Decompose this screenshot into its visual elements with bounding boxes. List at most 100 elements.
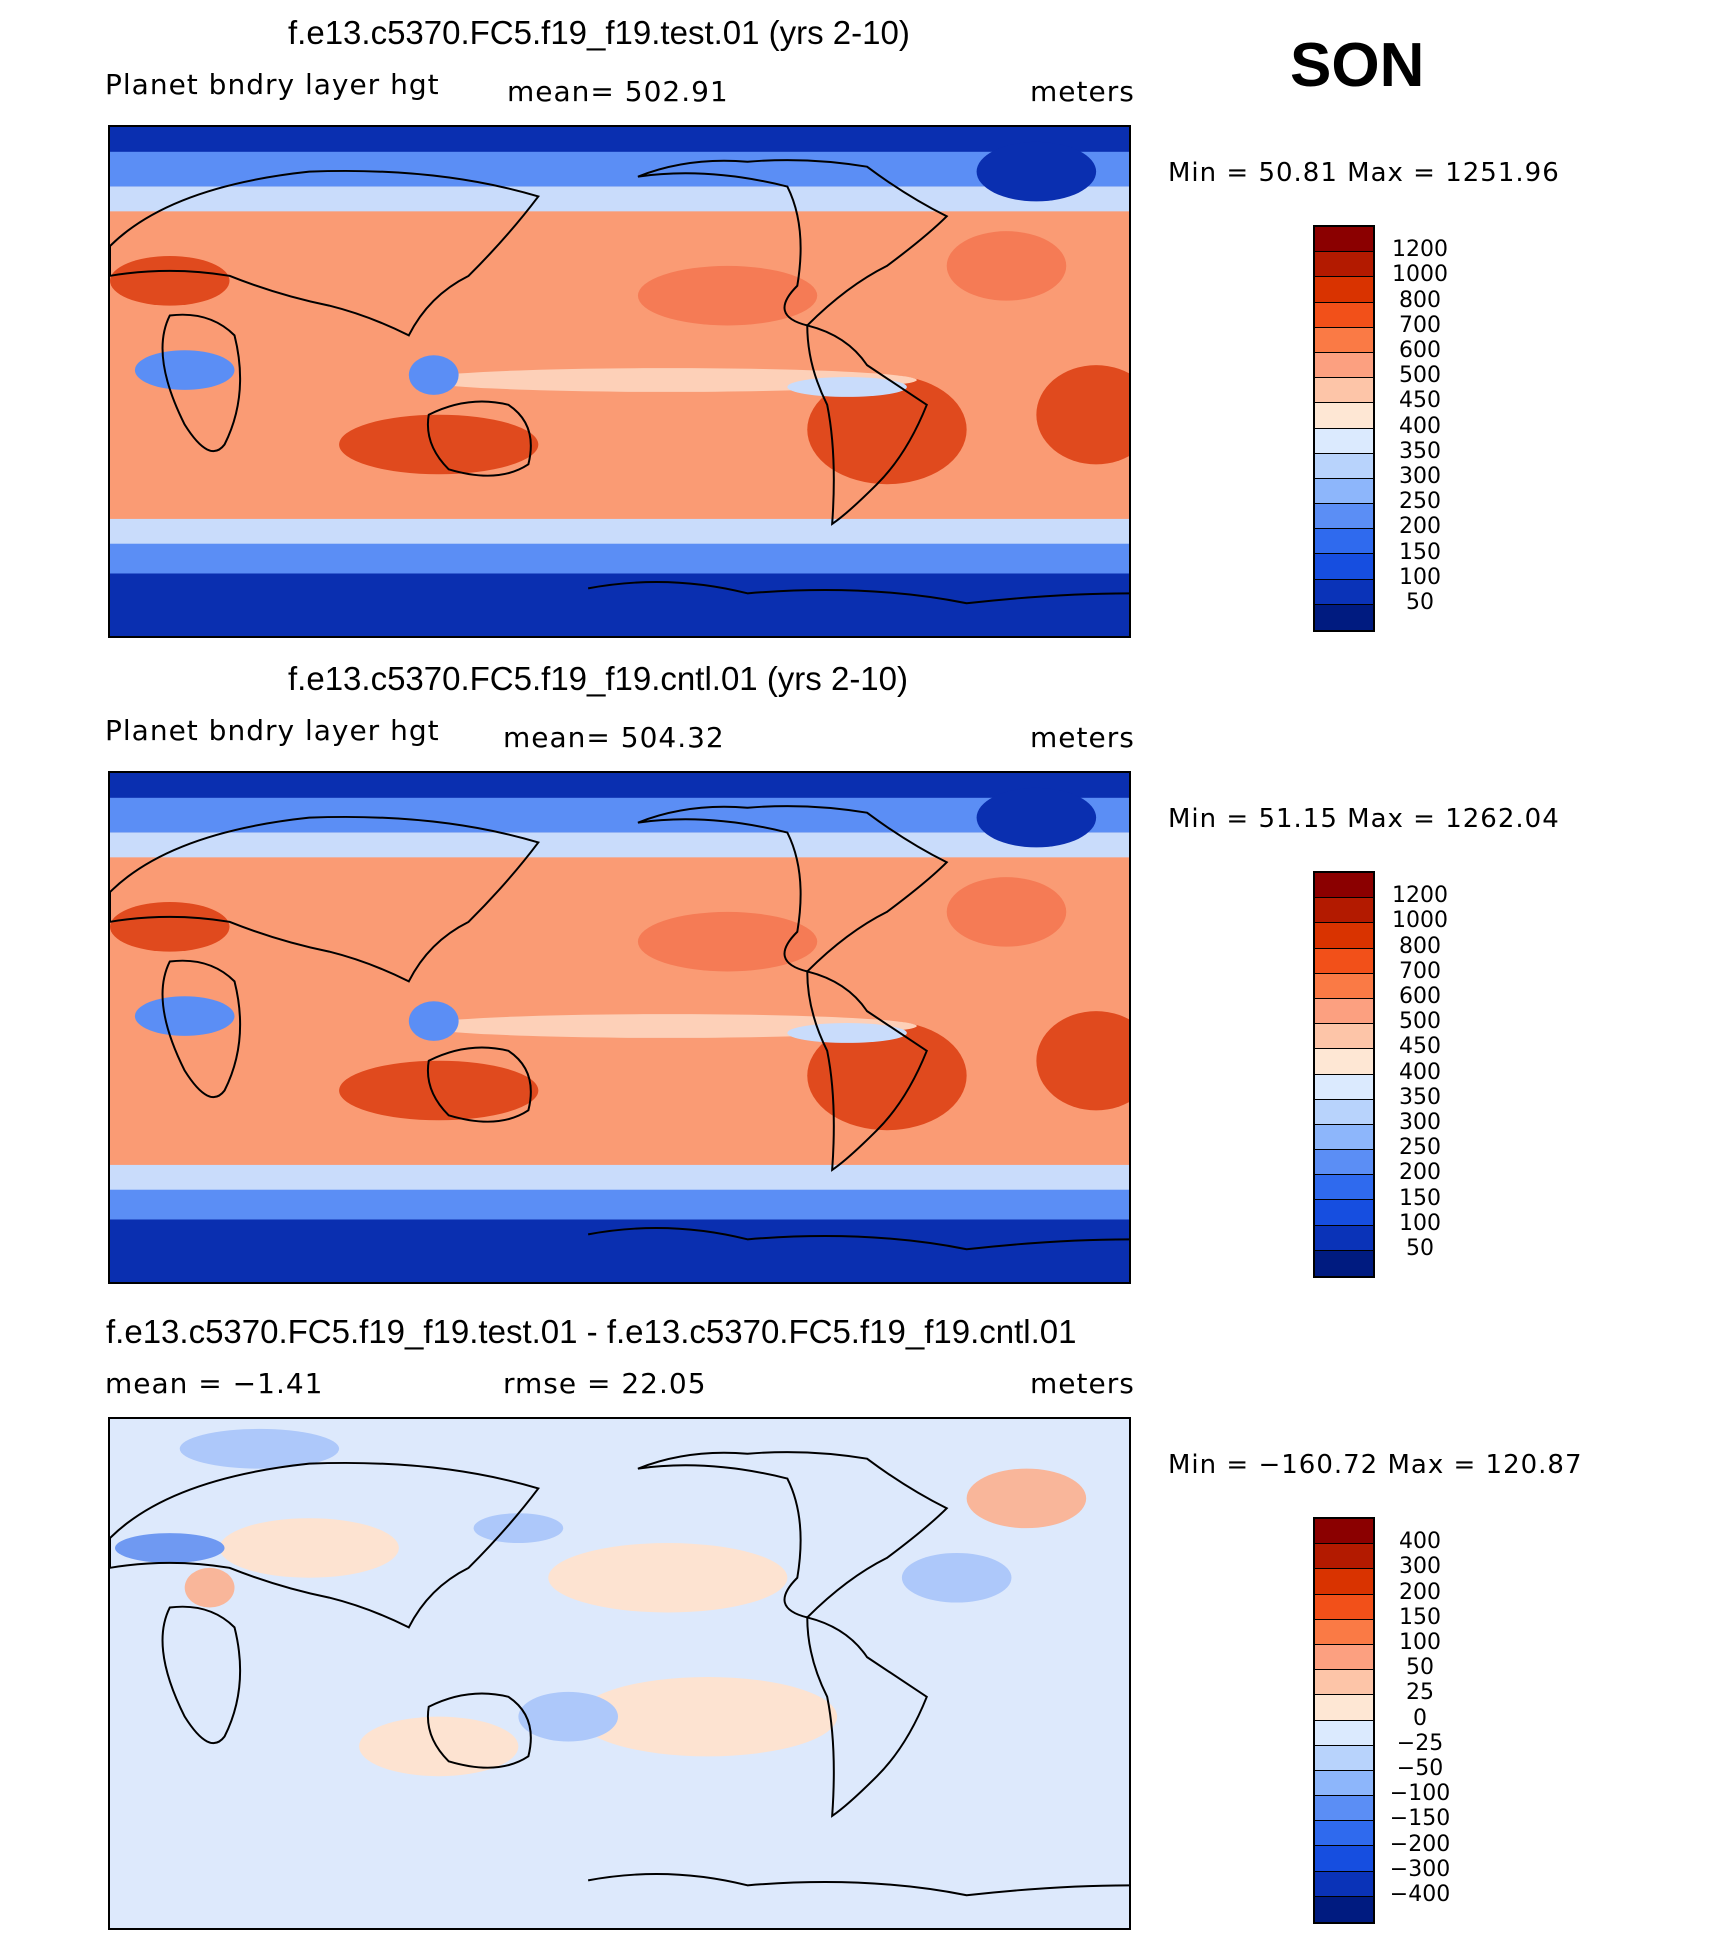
eurasia-outline [110,169,540,337]
panel1-colorbar [1313,225,1375,632]
colorbar-tick-label: 250 [1399,1135,1441,1161]
diff-neg-patch-3 [114,1533,225,1563]
south-america-outline [806,1616,929,1818]
southern-pale-band [110,1164,1129,1193]
colorbar-segment [1315,1720,1373,1746]
panel1-mean-label: mean= 502.91 [507,75,729,108]
n-atlantic-hot [946,231,1067,301]
diff-neg-patch-4 [473,1513,564,1544]
colorbar-segment [1315,529,1373,555]
panel2-map-svg [110,773,1129,1282]
panel1-minmax: Min = 50.81 Max = 1251.96 [1168,158,1560,188]
antarctica-coast [587,1227,1129,1251]
colorbar-tick-label: 250 [1399,489,1441,515]
eurasia-outline [110,815,540,983]
africa-outline [161,1605,242,1745]
colorbar-tick-label: 350 [1399,1084,1441,1110]
africa-cool-patch [134,996,235,1036]
colorbar-segment [1315,1594,1373,1620]
colorbar-segment [1315,252,1373,278]
colorbar-tick-label: −50 [1396,1756,1444,1781]
panel1-variable-label: Planet bndry layer hgt [105,68,440,101]
colorbar-segment [1315,873,1373,899]
greenland-cold [976,141,1097,202]
maritime-continent-cool [408,1001,459,1041]
arctic-core [110,773,1129,798]
colorbar-segment [1315,327,1373,353]
colorbar-tick-label: 25 [1406,1680,1434,1706]
colorbar-segment [1315,1821,1373,1847]
colorbar-segment [1315,998,1373,1025]
colorbar-tick-label: 400 [1399,1059,1441,1085]
panel3-title: f.e13.c5370.FC5.f19_f19.test.01 - f.e13.… [106,1313,1077,1350]
africa-outline [161,313,242,453]
colorbar-tick-label: −400 [1389,1882,1451,1907]
colorbar-tick-label: 800 [1399,933,1441,959]
colorbar-tick-label: 500 [1399,363,1441,389]
colorbar-segment [1315,403,1373,429]
greenland-cold [976,787,1097,848]
diff-neg-patch-2 [901,1552,1012,1603]
colorbar-segment [1315,1225,1373,1251]
colorbar-tick-label: 50 [1406,1655,1434,1681]
colorbar-segment [1315,1049,1373,1075]
subtropical-high-atlantic [1036,1011,1129,1111]
colorbar-segment [1315,352,1373,379]
panel3-rmse-label: rmse = 22.05 [503,1367,707,1400]
subtropical-high-n [637,265,818,326]
colorbar-tick-label: 350 [1399,438,1441,464]
colorbar-segment [1315,1099,1373,1125]
southern-cool-band [110,543,1129,579]
colorbar-segment [1315,1619,1373,1645]
colorbar-tick-label: −300 [1389,1856,1451,1882]
colorbar-tick-label: 400 [1399,1529,1441,1555]
colorbar-segment [1315,604,1373,630]
colorbar-tick-label: 150 [1399,1604,1441,1630]
colorbar-segment [1315,453,1373,479]
colorbar-tick-label: 300 [1399,464,1441,489]
colorbar-segment [1315,1544,1373,1570]
subarctic-band [110,832,1129,858]
colorbar-segment [1315,1770,1373,1797]
subtropical-high-indian [339,1060,539,1121]
colorbar-tick-label: 100 [1399,1630,1441,1655]
colorbar-segment [1315,554,1373,580]
southern-cool-band [110,1189,1129,1225]
colorbar-segment [1315,1871,1373,1897]
colorbar-segment [1315,1250,1373,1276]
colorbar-tick-label: 600 [1399,338,1441,363]
australia-outline [426,400,532,477]
australia-outline [426,1692,532,1769]
panel1-units-label: meters [1030,75,1135,108]
colorbar-segment [1315,302,1373,328]
colorbar-tick-label: 100 [1399,564,1441,590]
panel1-map-svg [110,127,1129,636]
colorbar-segment [1315,1519,1373,1545]
panel2-minmax: Min = 51.15 Max = 1262.04 [1168,804,1560,834]
antarctica-coast [587,581,1129,605]
panel1-map [108,125,1131,638]
colorbar-segment [1315,504,1373,530]
colorbar-tick-label: −100 [1389,1781,1451,1807]
subtropical-high-se-pacific [807,375,967,485]
subtropical-high-atlantic [1036,365,1129,465]
colorbar-tick-label: 450 [1399,388,1441,414]
panel2-variable-label: Planet bndry layer hgt [105,714,440,747]
diff-pos-patch-6 [184,1567,235,1608]
panel2-mean-label: mean= 504.32 [503,721,725,754]
n-atlantic-hot [946,877,1067,947]
colorbar-tick-label: 400 [1399,413,1441,439]
maritime-continent-cool [408,355,459,395]
colorbar-segment [1315,948,1373,974]
colorbar-tick-label: 800 [1399,287,1441,313]
panel1-title: f.e13.c5370.FC5.f19_f19.test.01 (yrs 2-1… [288,14,910,51]
colorbar-tick-label: 1200 [1392,883,1448,909]
colorbar-tick-label: 50 [1406,590,1434,615]
southern-pale-band [110,518,1129,547]
sahara-hot [110,255,230,306]
subtropical-high-indian [339,414,539,475]
colorbar-tick-label: 450 [1399,1034,1441,1060]
subarctic-band [110,186,1129,212]
sahara-hot [110,901,230,952]
colorbar-segment [1315,277,1373,303]
